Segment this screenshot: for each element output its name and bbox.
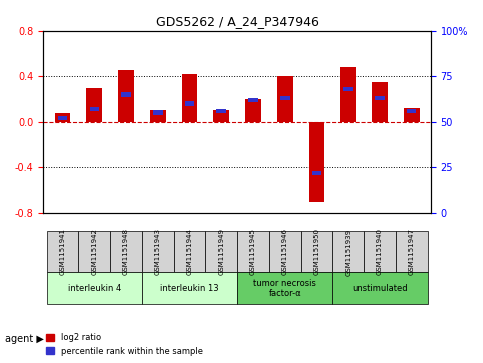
FancyBboxPatch shape: [78, 231, 110, 273]
FancyBboxPatch shape: [47, 231, 78, 273]
Text: interleukin 13: interleukin 13: [160, 284, 219, 293]
Text: GSM1151945: GSM1151945: [250, 228, 256, 276]
Bar: [89, 107, 99, 111]
Bar: [277, 76, 293, 122]
FancyBboxPatch shape: [237, 231, 269, 273]
FancyBboxPatch shape: [237, 273, 332, 305]
Text: unstimulated: unstimulated: [352, 284, 408, 293]
FancyBboxPatch shape: [300, 231, 332, 273]
Text: GSM1151944: GSM1151944: [186, 228, 193, 276]
Text: GSM1151946: GSM1151946: [282, 228, 288, 276]
Bar: [372, 82, 388, 122]
FancyBboxPatch shape: [364, 231, 396, 273]
Bar: [280, 96, 289, 101]
FancyBboxPatch shape: [269, 231, 300, 273]
Bar: [121, 92, 131, 97]
Text: GSM1151939: GSM1151939: [345, 228, 351, 276]
Bar: [312, 171, 321, 175]
FancyBboxPatch shape: [142, 273, 237, 305]
Bar: [245, 99, 261, 122]
Text: GSM1151949: GSM1151949: [218, 228, 224, 276]
FancyBboxPatch shape: [332, 231, 364, 273]
Bar: [404, 108, 420, 122]
Bar: [343, 87, 353, 91]
Bar: [118, 70, 134, 122]
Bar: [153, 110, 162, 115]
Bar: [58, 116, 67, 121]
Text: GSM1151950: GSM1151950: [313, 228, 319, 276]
FancyBboxPatch shape: [142, 231, 173, 273]
Text: agent ▶: agent ▶: [5, 334, 43, 344]
Bar: [341, 67, 356, 122]
FancyBboxPatch shape: [396, 231, 427, 273]
Text: GSM1151947: GSM1151947: [409, 228, 415, 276]
Text: GSM1151941: GSM1151941: [59, 228, 66, 276]
FancyBboxPatch shape: [110, 231, 142, 273]
Legend: log2 ratio, percentile rank within the sample: log2 ratio, percentile rank within the s…: [43, 330, 206, 359]
Bar: [216, 109, 226, 113]
Bar: [213, 110, 229, 122]
Text: GSM1151940: GSM1151940: [377, 228, 383, 276]
Bar: [185, 101, 194, 106]
Text: GSM1151943: GSM1151943: [155, 228, 161, 276]
FancyBboxPatch shape: [205, 231, 237, 273]
Text: GSM1151942: GSM1151942: [91, 228, 97, 276]
Title: GDS5262 / A_24_P347946: GDS5262 / A_24_P347946: [156, 15, 319, 28]
Bar: [86, 87, 102, 122]
Bar: [375, 96, 385, 101]
Text: tumor necrosis
factor-α: tumor necrosis factor-α: [253, 279, 316, 298]
Bar: [248, 98, 258, 102]
Text: GSM1151948: GSM1151948: [123, 228, 129, 276]
Bar: [55, 113, 71, 122]
Bar: [182, 74, 198, 122]
FancyBboxPatch shape: [332, 273, 427, 305]
Text: interleukin 4: interleukin 4: [68, 284, 121, 293]
FancyBboxPatch shape: [173, 231, 205, 273]
Bar: [407, 109, 416, 113]
Bar: [150, 110, 166, 122]
Bar: [309, 122, 325, 202]
FancyBboxPatch shape: [47, 273, 142, 305]
